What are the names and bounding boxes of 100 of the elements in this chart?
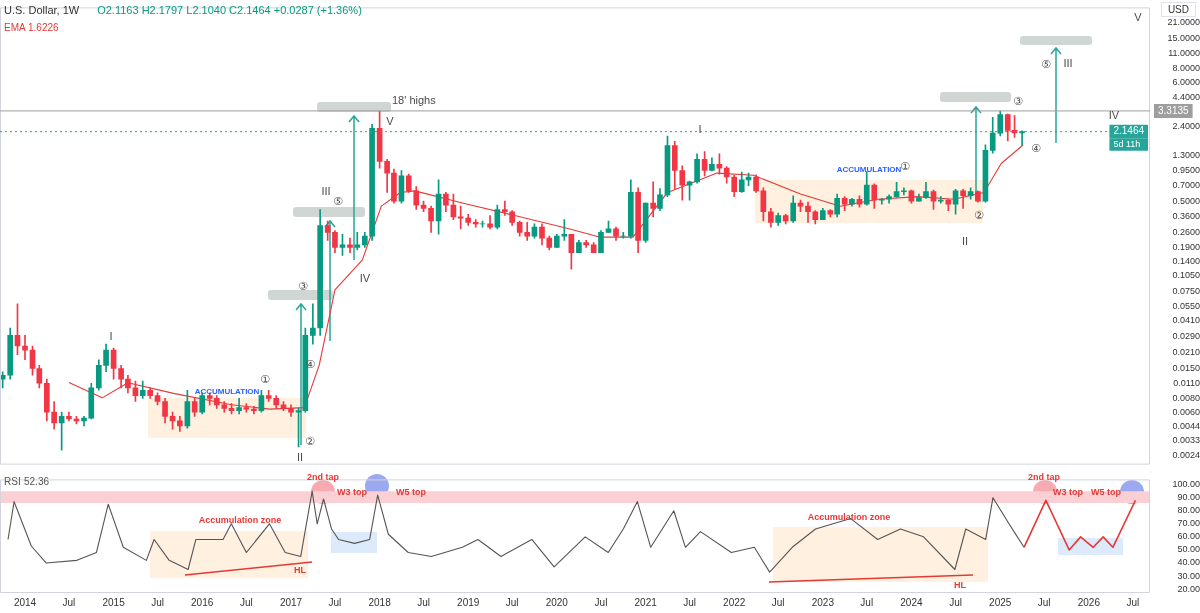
x-tick-label: 2025 [989, 596, 1012, 608]
y-tick-label: 0.3600 [1172, 211, 1200, 222]
annotation: IV [1108, 109, 1120, 122]
annotation: ⑤ [1041, 58, 1052, 71]
y-tick-label: 30.00 [1177, 570, 1200, 581]
annotation: 2nd tap [1027, 472, 1061, 483]
x-tick-label: 2015 [102, 596, 126, 608]
y-tick-label: 0.0150 [1172, 362, 1200, 373]
series-label: RSI [4, 476, 21, 487]
x-tick-label: Jul [1126, 596, 1140, 608]
annotation: Accumulation zone [198, 515, 282, 526]
candlestick [457, 205, 464, 230]
annotation: 1.6226 [28, 21, 60, 33]
annotation: 18' highs [392, 94, 437, 107]
annotation: ④ [1031, 142, 1042, 155]
y-tick-label: 0.7000 [1172, 179, 1200, 190]
x-tick-label: 2024 [900, 596, 923, 608]
x-tick-label: Jul [949, 596, 962, 608]
y-tick-label: 8.0000 [1172, 63, 1200, 74]
candlestick [347, 237, 353, 253]
annotation: ② [305, 435, 316, 448]
x-tick-label: 2017 [279, 596, 303, 608]
y-tick-label: 1.3000 [1172, 150, 1200, 161]
annotation: 2nd tap [306, 472, 340, 483]
y-tick-label: 40.00 [1177, 557, 1200, 568]
annotation: W5 top [1091, 487, 1122, 498]
annotation: III [321, 185, 331, 198]
y-tick-label: 0.5000 [1172, 195, 1200, 206]
candlestick [960, 189, 966, 209]
x-tick-label: Jul [505, 596, 519, 608]
x-tick-label: 2022 [723, 596, 746, 608]
y-tick-label: 0.1050 [1172, 270, 1200, 281]
annotation: ACCUMULATION [836, 165, 902, 175]
y-tick-label: 0.0550 [1172, 300, 1200, 311]
y-tick-label: 0.0110 [1173, 377, 1200, 388]
x-tick-label: 2016 [191, 596, 214, 608]
y-tick-label: 0.1400 [1172, 256, 1200, 267]
annotation: 5d 11h [1113, 139, 1141, 150]
annotation: Accumulation zone [807, 512, 891, 523]
x-tick-label: Jul [151, 596, 164, 608]
y-tick-label: 6.0000 [1172, 77, 1200, 88]
x-tick-label: Jul [860, 596, 874, 608]
x-tick-label: Jul [683, 596, 696, 608]
y-tick-label: 60.00 [1177, 531, 1200, 542]
y-tick-label: 4.4000 [1172, 91, 1200, 102]
candlestick [310, 303, 316, 345]
y-tick-label: 2.4000 [1172, 120, 1200, 131]
x-tick-label: Jul [328, 596, 342, 608]
annotation: II [296, 451, 304, 464]
y-tick-label: 0.0750 [1172, 286, 1200, 297]
annotation: I [698, 123, 702, 136]
annotation: IV [359, 272, 371, 285]
x-tick-label: Jul [62, 596, 76, 608]
annotation: W5 top [396, 487, 427, 498]
y-tick-label: 0.0024 [1172, 450, 1200, 461]
x-tick-label: 2014 [13, 596, 37, 608]
x-tick-label: 2019 [457, 596, 480, 608]
annotation: HL [954, 580, 967, 591]
annotation: V [1134, 11, 1143, 24]
annotation: 52.36 [24, 475, 50, 487]
x-tick-label: Jul [594, 596, 608, 608]
text: EMA [4, 22, 26, 33]
y-tick-label: 0.0410 [1172, 314, 1200, 325]
candlestick [1019, 130, 1025, 146]
annotation: ⑤ [333, 195, 344, 208]
candlestick [650, 181, 656, 218]
y-tick-label: 0.0080 [1172, 392, 1200, 403]
x-tick-label: 2023 [811, 596, 835, 608]
annotation: II [961, 235, 969, 248]
y-axis-title: USD [1160, 2, 1196, 17]
y-tick-label: 50.00 [1177, 544, 1200, 555]
x-tick-label: 2020 [545, 596, 569, 608]
annotation: ③ [297, 279, 308, 292]
y-tick-label: 100.00 [1172, 479, 1200, 490]
y-tick-label: 0.0044 [1172, 421, 1200, 432]
y-tick-label: 0.0210 [1172, 346, 1200, 357]
candlestick [524, 222, 531, 241]
y-tick-label: 0.2600 [1172, 226, 1200, 237]
x-tick-label: Jul [1037, 596, 1051, 608]
annotation: W3 top [1053, 487, 1084, 498]
annotation: ACCUMULATION [194, 387, 260, 397]
x-tick-label: 2021 [634, 596, 658, 608]
y-tick-label: 21.0000 [1167, 17, 1200, 28]
x-tick-label: Jul [417, 596, 430, 608]
y-tick-label: 0.0060 [1172, 406, 1200, 417]
annotation: I [109, 330, 113, 343]
chart-title: U.S. Dollar, 1W [4, 4, 80, 16]
y-tick-label: 70.00 [1177, 518, 1200, 529]
y-tick-label: 90.00 [1177, 492, 1200, 503]
annotation: W3 top [337, 487, 368, 498]
y-tick-label: 15.0000 [1167, 33, 1200, 44]
annotation: V [386, 115, 395, 128]
x-tick-label: Jul [771, 596, 785, 608]
candlestick [22, 335, 28, 361]
annotation: ① [900, 160, 911, 173]
annotation: III [1063, 57, 1073, 70]
y-tick-label: 0.0033 [1172, 435, 1200, 446]
annotation: ③ [1013, 95, 1024, 108]
x-tick-label: 2018 [368, 596, 392, 608]
ref-line-label: 3.3135 [1158, 104, 1190, 116]
